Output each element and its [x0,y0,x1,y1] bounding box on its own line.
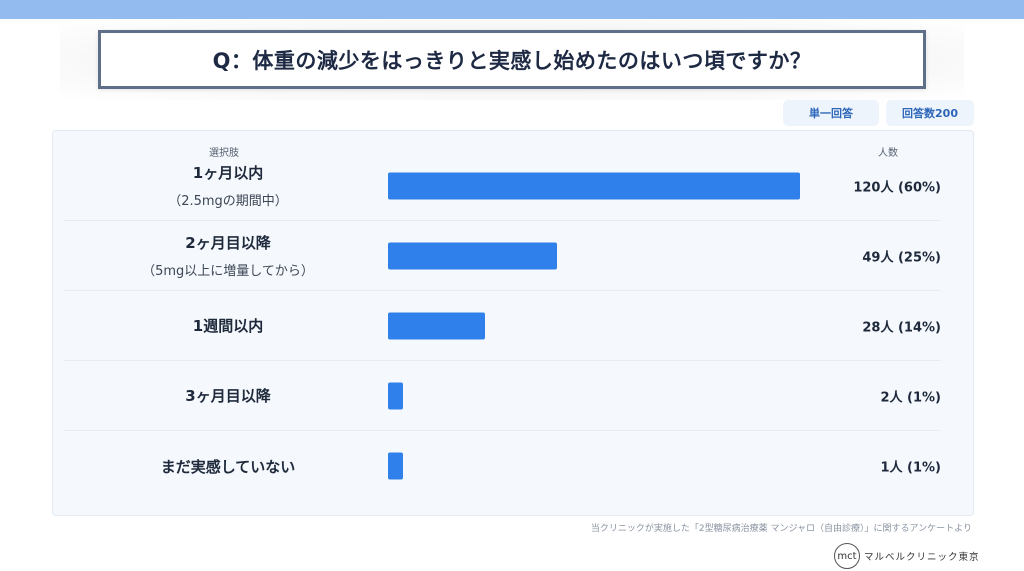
result-value: 28人 (14%) [862,320,941,335]
result-value: 49人 (25%) [862,250,941,265]
result-bar [388,452,403,480]
result-row: 2ヶ月目以降 （5mg以上に増量してから） 49人 (25%) [63,221,941,291]
choice-main: まだ実感していない [160,457,296,476]
answer-type-badge: 単一回答 [783,100,879,126]
column-header-choice: 選択肢 [209,148,239,159]
result-value: 1人 (1%) [880,460,941,476]
choice-label: 1ヶ月以内 （2.5mgの期間中） [63,151,393,220]
clinic-name: マルベルクリニック東京 [864,552,980,563]
result-bar [388,242,557,269]
clinic-logo: mct マルベルクリニック東京 [834,543,980,569]
response-count-badge: 回答数200 [886,100,974,126]
result-row: まだ実感していない 1人 (1%) [63,431,941,501]
result-bar [388,172,800,199]
choice-label: 2ヶ月目以降 （5mg以上に増量してから） [63,221,393,290]
choice-main: 3ヶ月目以降 [185,387,271,405]
choice-label: 1週間以内 [63,291,393,360]
choice-sub: （5mg以上に増量してから） [142,264,314,279]
choice-label: 3ヶ月目以降 [63,361,393,430]
result-value: 2人 (1%) [880,390,941,405]
result-row: 1ヶ月以内 （2.5mgの期間中） 120人 (60%) [63,151,941,221]
result-value: 120人 (60%) [853,180,941,195]
column-header-people: 人数 [878,148,898,159]
result-row: 3ヶ月目以降 2人 (1%) [63,361,941,431]
choice-main: 2ヶ月目以降 [185,234,271,252]
result-bar [388,382,403,409]
result-bar [388,312,485,339]
top-banner [0,0,1024,19]
choice-label: まだ実感していない [63,431,393,501]
choice-main: 1週間以内 [192,317,264,335]
question-title: Q：体重の減少をはっきりと実感し始めたのはいつ頃ですか？ [212,48,812,73]
result-row: 1週間以内 28人 (14%) [63,291,941,361]
question-title-box: Q：体重の減少をはっきりと実感し始めたのはいつ頃ですか？ [98,30,926,89]
results-panel: 選択肢 人数 1ヶ月以内 （2.5mgの期間中） 120人 (60%) 2ヶ月目… [52,130,974,516]
logo-mark-icon: mct [834,543,860,569]
source-note: 当クリニックが実施した「2型糖尿病治療薬 マンジャロ（自由診療）」に関するアンケ… [590,524,972,534]
choice-sub: （2.5mgの期間中） [168,194,288,209]
choice-main: 1ヶ月以内 [192,164,264,182]
